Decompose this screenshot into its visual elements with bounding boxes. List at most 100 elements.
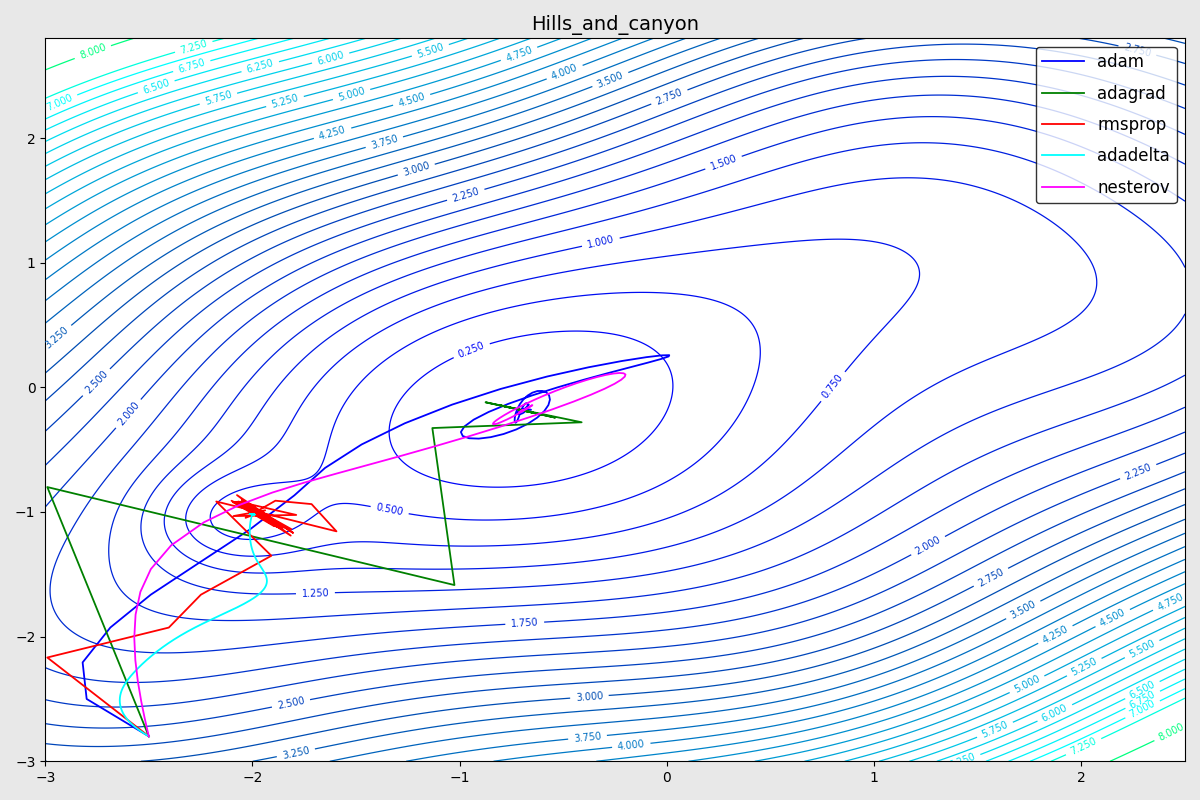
Text: 1.500: 1.500 xyxy=(709,154,738,172)
adam xyxy=(515,406,529,415)
Text: 7.000: 7.000 xyxy=(44,92,74,113)
adadelta xyxy=(244,510,258,519)
adam xyxy=(662,350,677,360)
Line: nesterov: nesterov xyxy=(134,373,625,736)
adadelta xyxy=(122,673,137,682)
nesterov xyxy=(142,731,156,741)
rmsprop xyxy=(142,731,156,741)
Text: 5.750: 5.750 xyxy=(204,90,233,107)
Text: 0.500: 0.500 xyxy=(376,502,404,518)
rmsprop xyxy=(230,498,245,507)
nesterov xyxy=(516,406,530,415)
Text: 8.000: 8.000 xyxy=(1157,722,1187,743)
rmsprop xyxy=(230,498,245,507)
Legend: adam, adagrad, rmsprop, adadelta, nesterov: adam, adagrad, rmsprop, adadelta, nester… xyxy=(1036,46,1177,203)
nesterov xyxy=(516,406,530,415)
adam xyxy=(516,406,530,415)
Text: 7.250: 7.250 xyxy=(179,38,209,55)
adagrad xyxy=(515,406,529,415)
adagrad xyxy=(479,398,493,407)
Text: 2.000: 2.000 xyxy=(115,400,142,427)
Line: adagrad: adagrad xyxy=(47,402,582,736)
Text: 6.000: 6.000 xyxy=(1040,702,1069,723)
Text: 3.000: 3.000 xyxy=(402,161,431,178)
adagrad xyxy=(515,406,529,415)
Text: 4.250: 4.250 xyxy=(318,125,347,142)
Line: adam: adam xyxy=(83,355,670,736)
adagrad xyxy=(142,731,156,741)
adam xyxy=(515,406,529,415)
Text: 2.000: 2.000 xyxy=(913,534,943,557)
Text: 6.750: 6.750 xyxy=(1128,689,1157,710)
Text: 4.500: 4.500 xyxy=(1098,607,1127,629)
adadelta xyxy=(242,509,257,518)
adam xyxy=(515,406,529,415)
rmsprop xyxy=(271,522,286,532)
rmsprop xyxy=(230,498,245,507)
Text: 7.000: 7.000 xyxy=(1128,698,1157,720)
Text: 3.500: 3.500 xyxy=(1009,599,1038,621)
Text: 6.250: 6.250 xyxy=(246,58,275,75)
Text: 3.250: 3.250 xyxy=(43,325,71,350)
Text: 8.000: 8.000 xyxy=(78,42,108,62)
Text: 2.500: 2.500 xyxy=(83,369,109,396)
Text: 3.500: 3.500 xyxy=(595,70,625,90)
Text: 6.000: 6.000 xyxy=(316,50,346,66)
adagrad xyxy=(515,406,529,415)
Text: 3.750: 3.750 xyxy=(574,731,602,744)
Text: 5.750: 5.750 xyxy=(980,720,1010,740)
Text: 0.250: 0.250 xyxy=(457,340,486,360)
adagrad xyxy=(40,482,54,492)
Text: 3.000: 3.000 xyxy=(575,690,604,702)
adadelta xyxy=(246,510,260,519)
Line: rmsprop: rmsprop xyxy=(47,495,336,736)
Text: 0.750: 0.750 xyxy=(821,373,846,401)
Text: 5.500: 5.500 xyxy=(1128,638,1157,660)
Text: 5.000: 5.000 xyxy=(337,86,366,103)
Title: Hills_and_canyon: Hills_and_canyon xyxy=(532,15,700,35)
Text: 5.500: 5.500 xyxy=(415,42,445,59)
Text: 2.250: 2.250 xyxy=(1123,462,1153,482)
rmsprop xyxy=(271,522,286,532)
rmsprop xyxy=(230,490,245,500)
Text: 7.250: 7.250 xyxy=(1069,736,1098,758)
adam xyxy=(515,406,529,415)
Text: 6.500: 6.500 xyxy=(1128,679,1157,701)
nesterov xyxy=(612,368,626,378)
Text: 4.000: 4.000 xyxy=(617,739,646,752)
Text: 4.750: 4.750 xyxy=(504,44,534,63)
Text: 4.000: 4.000 xyxy=(550,62,580,82)
adam xyxy=(142,731,156,741)
nesterov xyxy=(515,406,529,415)
Text: 5.250: 5.250 xyxy=(1069,656,1099,678)
adagrad xyxy=(515,406,529,415)
Text: 6.750: 6.750 xyxy=(178,58,206,75)
Line: adadelta: adadelta xyxy=(120,514,266,736)
Text: 2.500: 2.500 xyxy=(276,696,306,711)
adagrad xyxy=(515,406,529,415)
rmsprop xyxy=(271,522,286,532)
Text: 4.250: 4.250 xyxy=(1040,624,1070,646)
adadelta xyxy=(250,591,264,601)
Text: 6.250: 6.250 xyxy=(948,751,977,771)
adagrad xyxy=(515,406,529,415)
Text: 5.250: 5.250 xyxy=(270,93,300,110)
nesterov xyxy=(516,406,530,415)
Text: 3.750: 3.750 xyxy=(370,134,400,151)
nesterov xyxy=(515,406,529,415)
Text: 2.250: 2.250 xyxy=(451,186,480,204)
Text: 2.750: 2.750 xyxy=(654,87,684,107)
Text: 2.750: 2.750 xyxy=(1123,42,1152,58)
adadelta xyxy=(247,510,262,519)
Text: 1.000: 1.000 xyxy=(587,234,616,250)
Text: 1.250: 1.250 xyxy=(301,588,330,598)
adam xyxy=(515,406,529,415)
rmsprop xyxy=(230,498,245,507)
Text: 1.750: 1.750 xyxy=(510,618,539,629)
Text: 5.000: 5.000 xyxy=(1013,674,1042,695)
Text: 6.500: 6.500 xyxy=(142,78,170,96)
Text: 4.500: 4.500 xyxy=(397,91,426,109)
Text: 3.250: 3.250 xyxy=(281,745,311,761)
adadelta xyxy=(119,677,133,686)
nesterov xyxy=(515,406,529,415)
